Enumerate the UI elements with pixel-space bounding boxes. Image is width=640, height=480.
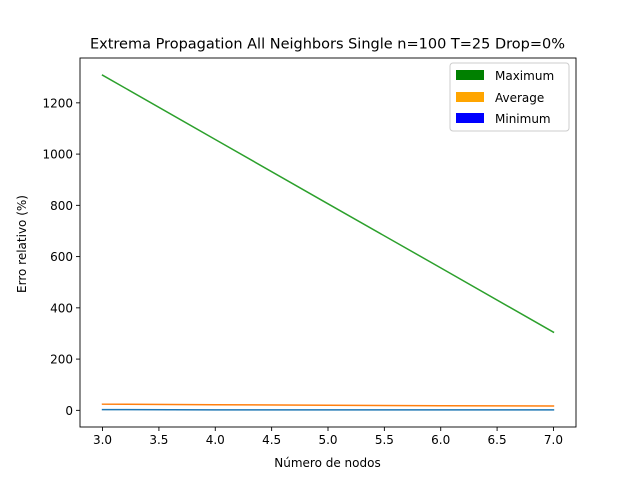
chart-title: Extrema Propagation All Neighbors Single…	[90, 37, 565, 53]
x-tick-label: 4.5	[262, 433, 281, 447]
y-tick-label: 400	[50, 301, 73, 315]
x-tick-label: 4.0	[206, 433, 225, 447]
x-axis-ticks: 3.0 3.5 4.0 4.5 5.0 5.5 6.0 6.5 7.0	[93, 427, 563, 447]
x-tick-label: 5.5	[375, 433, 394, 447]
y-axis-label: Erro relativo (%)	[15, 195, 29, 293]
y-tick-label: 0	[65, 404, 73, 418]
y-tick-label: 200	[50, 353, 73, 367]
legend: Maximum Average Minimum	[449, 62, 570, 132]
axes-frame	[79, 57, 577, 428]
y-tick-label: 600	[50, 250, 73, 264]
legend-label-minimum: Minimum	[495, 112, 551, 126]
y-tick-label: 800	[50, 199, 73, 213]
y-axis-ticks: 0 200 400 600 800 1000 1200	[42, 96, 80, 418]
x-tick-label: 3.0	[93, 433, 112, 447]
y-tick-label: 1000	[42, 148, 73, 162]
x-tick-label: 6.0	[431, 433, 450, 447]
series-line-max	[101, 74, 555, 334]
legend-label-average: Average	[495, 91, 544, 105]
legend-label-maximum: Maximum	[495, 69, 554, 83]
x-tick-label: 3.5	[149, 433, 168, 447]
x-tick-label: 7.0	[544, 433, 563, 447]
legend-swatch-minimum	[456, 113, 484, 123]
legend-swatch-average	[456, 92, 484, 102]
y-tick-label: 1200	[42, 96, 73, 110]
x-tick-label: 5.0	[318, 433, 337, 447]
legend-swatch-maximum	[456, 70, 484, 80]
series-group	[101, 74, 555, 411]
x-tick-label: 6.5	[488, 433, 507, 447]
series-line-avg	[101, 403, 555, 407]
x-axis-label: Número de nodos	[274, 456, 380, 470]
